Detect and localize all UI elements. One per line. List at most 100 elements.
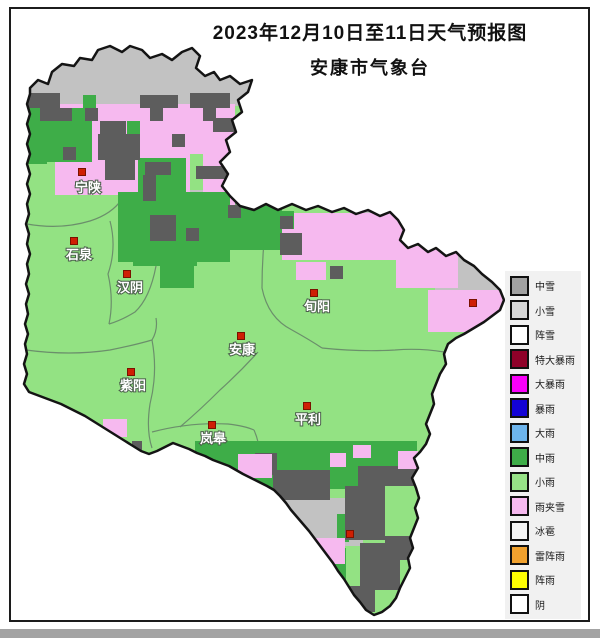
cell-moderate-snow bbox=[280, 216, 293, 229]
cell-moderate-snow bbox=[280, 233, 302, 255]
cell-moderate-rain bbox=[27, 150, 47, 164]
cell-moderate-rain bbox=[160, 262, 194, 288]
legend-item: 中雪 bbox=[510, 275, 581, 296]
cell-moderate-snow bbox=[358, 466, 416, 486]
legend-color-swatch bbox=[510, 569, 529, 590]
city-marker bbox=[237, 332, 245, 340]
city-label: 紫阳 bbox=[120, 378, 146, 393]
legend-color-swatch bbox=[510, 545, 529, 565]
cell-moderate-snow bbox=[213, 118, 237, 132]
legend-color-swatch bbox=[510, 275, 529, 296]
legend-item: 特大暴雨 bbox=[510, 349, 581, 370]
legend-item: 冰雹 bbox=[510, 520, 581, 541]
legend-color-swatch bbox=[510, 496, 529, 516]
legend-label: 阴 bbox=[535, 600, 545, 612]
legend-items: 中雪小雪阵雪特大暴雨大暴雨暴雨大雨中雨小雨雨夹雪冰雹雷阵雨阵雨阴 bbox=[510, 275, 581, 615]
cell-moderate-snow bbox=[150, 108, 163, 121]
cell-sleet bbox=[150, 456, 174, 480]
cell-moderate-snow bbox=[40, 108, 72, 121]
legend-item: 雨夹雪 bbox=[510, 496, 581, 517]
cell-sleet bbox=[283, 538, 345, 564]
legend-label: 小雪 bbox=[535, 306, 555, 318]
legend-color-swatch bbox=[510, 447, 529, 467]
legend-item: 阴 bbox=[510, 594, 581, 615]
cell-moderate-snow bbox=[150, 215, 176, 241]
cell-sleet bbox=[313, 553, 327, 565]
map-outer-boundary bbox=[22, 44, 506, 617]
cell-moderate-rain bbox=[83, 95, 96, 108]
legend-label: 特大暴雨 bbox=[535, 355, 575, 367]
legend-item: 小雪 bbox=[510, 300, 581, 321]
legend-panel: 中雪小雪阵雪特大暴雨大暴雨暴雨大雨中雨小雨雨夹雪冰雹雷阵雨阵雨阴 bbox=[505, 271, 581, 619]
city-label: 岚皋 bbox=[200, 431, 227, 446]
cell-moderate-snow bbox=[98, 134, 140, 160]
legend-label: 雷阵雨 bbox=[535, 551, 565, 563]
cell-moderate-snow bbox=[63, 147, 76, 160]
cell-moderate-snow bbox=[273, 470, 330, 500]
legend-color-swatch bbox=[510, 594, 529, 614]
legend-label: 暴雨 bbox=[535, 404, 555, 416]
city-marker bbox=[123, 270, 131, 278]
cell-moderate-snow bbox=[203, 108, 216, 121]
cell-moderate-snow bbox=[130, 454, 170, 490]
city-label: 汉阴 bbox=[117, 280, 143, 295]
cell-moderate-rain bbox=[133, 248, 197, 266]
legend-label: 中雨 bbox=[535, 453, 555, 465]
cell-moderate-snow bbox=[105, 160, 135, 180]
legend-color-swatch bbox=[510, 324, 529, 345]
cell-moderate-snow bbox=[145, 162, 171, 175]
city-label: 宁陕 bbox=[75, 180, 102, 195]
legend-item: 小雨 bbox=[510, 471, 581, 492]
cell-moderate-snow bbox=[190, 93, 230, 108]
cell-moderate-snow bbox=[186, 228, 199, 241]
legend-label: 大暴雨 bbox=[535, 380, 565, 391]
legend-item: 雷阵雨 bbox=[510, 545, 581, 566]
city-label: 旬阳 bbox=[303, 299, 330, 314]
legend-item: 中雨 bbox=[510, 447, 581, 468]
city-marker bbox=[127, 368, 135, 376]
legend-label: 阵雨 bbox=[535, 576, 555, 587]
cell-moderate-snow bbox=[172, 134, 185, 147]
city-marker bbox=[346, 530, 354, 538]
legend-color-swatch bbox=[510, 300, 529, 320]
cell-moderate-snow bbox=[143, 175, 156, 201]
title-date-line: 2023年12月10日至11日天气预报图 bbox=[212, 23, 528, 44]
cell-sleet bbox=[178, 473, 202, 487]
city-marker bbox=[70, 237, 78, 245]
city-label: 平利 bbox=[295, 412, 321, 427]
legend-item: 阵雪 bbox=[510, 324, 581, 345]
legend-label: 大雨 bbox=[535, 429, 555, 440]
title-agency-line: 安康市气象台 bbox=[310, 58, 430, 78]
city-marker bbox=[208, 421, 216, 429]
city-marker bbox=[303, 402, 311, 410]
legend-label: 冰雹 bbox=[535, 527, 555, 538]
cell-moderate-snow bbox=[27, 93, 60, 108]
bottom-gray-bar bbox=[0, 629, 600, 638]
cell-sleet bbox=[282, 213, 408, 260]
legend-color-swatch bbox=[510, 349, 529, 369]
cell-moderate-snow bbox=[330, 266, 343, 279]
cell-moderate-snow bbox=[196, 166, 235, 179]
cell-sleet bbox=[398, 451, 418, 469]
legend-color-swatch bbox=[510, 398, 529, 418]
cell-sleet bbox=[330, 453, 346, 467]
cell-sleet bbox=[296, 262, 326, 280]
city-label: 安康 bbox=[229, 342, 256, 357]
cell-moderate-rain bbox=[127, 121, 140, 134]
cell-moderate-snow bbox=[218, 466, 231, 479]
cell-moderate-snow bbox=[85, 108, 98, 121]
cell-moderate-snow bbox=[140, 95, 178, 108]
legend-item: 阵雨 bbox=[510, 569, 581, 590]
legend-label: 中雪 bbox=[535, 282, 555, 293]
cell-moderate-snow bbox=[228, 205, 241, 218]
legend-label: 阵雪 bbox=[535, 331, 555, 342]
city-marker bbox=[310, 289, 318, 297]
legend-label: 雨夹雪 bbox=[535, 502, 565, 514]
cell-moderate-snow bbox=[100, 121, 126, 134]
city-marker bbox=[78, 168, 86, 176]
cell-sleet bbox=[428, 290, 503, 332]
legend-item: 大雨 bbox=[510, 422, 581, 443]
city-marker bbox=[469, 299, 477, 307]
